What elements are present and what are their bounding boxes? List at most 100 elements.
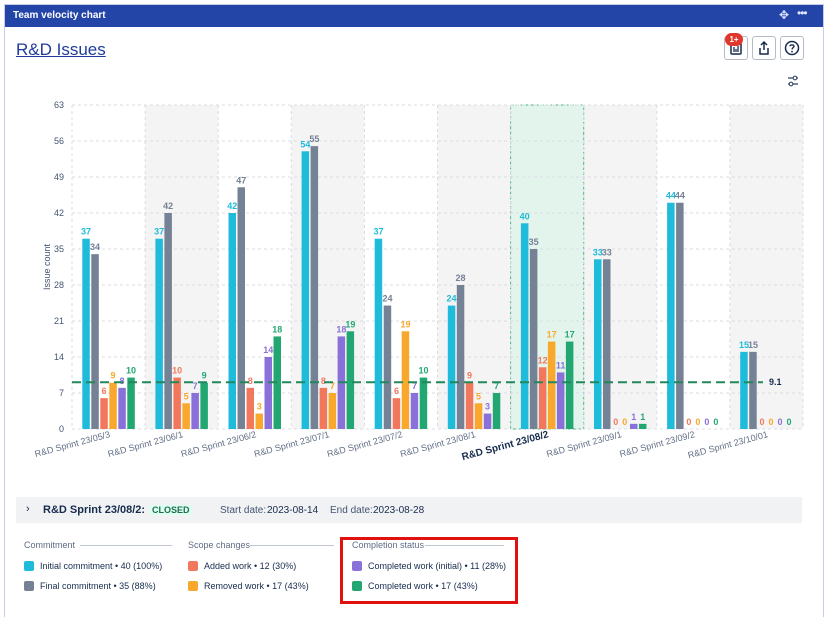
y-tick-label: 42 <box>54 208 64 218</box>
bar-value-label: 37 <box>373 227 383 237</box>
bar <box>91 254 99 429</box>
bar-value-label: 18 <box>336 324 346 334</box>
bar <box>164 213 172 429</box>
bar <box>118 387 126 429</box>
bar-value-label: 24 <box>447 294 457 304</box>
help-icon <box>784 40 800 56</box>
bar <box>547 341 556 429</box>
bar-value-label: 8 <box>248 376 253 386</box>
x-tick-label: R&D Sprint 23/10/01 <box>687 429 769 460</box>
x-tick-label: R&D Sprint 23/06/1 <box>107 429 184 459</box>
bar <box>603 259 611 429</box>
bar-value-label: 8 <box>120 376 125 386</box>
bar <box>191 393 199 429</box>
bar <box>264 357 272 429</box>
bar-value-label: 5 <box>476 391 481 401</box>
bar-value-label: 12 <box>538 355 548 365</box>
bar-value-label: 15 <box>748 340 758 350</box>
bar <box>246 387 254 429</box>
bar <box>401 331 410 429</box>
bar-value-label: 14 <box>263 345 273 355</box>
bar-value-label: 44 <box>675 191 685 201</box>
bar-value-label: 24 <box>382 294 392 304</box>
share-button[interactable] <box>752 36 776 60</box>
legend-heading: Completion status <box>352 540 425 550</box>
bar-value-label: 55 <box>309 134 319 144</box>
bar <box>109 382 117 429</box>
move-icon[interactable]: ✥ <box>779 8 790 22</box>
help-button[interactable] <box>780 36 804 60</box>
bar-value-label: 0 <box>695 417 700 427</box>
bar <box>410 393 419 429</box>
bar-value-label: 15 <box>739 340 749 350</box>
bar <box>676 202 684 429</box>
x-tick-label: R&D Sprint 23/09/1 <box>545 429 622 459</box>
bar-value-label: 1 <box>640 412 645 422</box>
bar-value-label: 11 <box>556 360 566 370</box>
bar <box>383 305 392 429</box>
bar-value-label: 33 <box>593 247 603 257</box>
bar <box>594 259 602 429</box>
bar <box>740 351 748 429</box>
bar <box>182 403 190 429</box>
legend-item-final-commitment[interactable]: Final commitment • 35 (88%) <box>24 580 156 592</box>
start-date-label: Start date: <box>220 505 267 516</box>
bar-value-label: 0 <box>777 417 782 427</box>
legend-scope-changes: Scope changes Added work • 12 (30%) Remo… <box>188 540 334 591</box>
y-tick-label: 35 <box>54 244 64 254</box>
bar <box>538 367 547 429</box>
bar-value-label: 3 <box>485 402 490 412</box>
legend-item-initial-commitment[interactable]: Initial commitment • 40 (100%) <box>24 560 162 572</box>
bar-value-label: 0 <box>686 417 691 427</box>
bar <box>565 341 574 429</box>
bar <box>492 393 501 429</box>
bar-value-label: 9 <box>111 371 116 381</box>
bar-value-label: 0 <box>713 417 718 427</box>
y-tick-label: 28 <box>54 280 64 290</box>
y-tick-label: 21 <box>54 316 64 326</box>
bar <box>667 202 675 429</box>
bar <box>237 187 245 429</box>
more-options-icon[interactable]: ••• <box>797 6 808 20</box>
chart-settings-icon[interactable] <box>786 75 800 87</box>
x-tick-label: R&D Sprint 23/05/3 <box>34 429 111 459</box>
bar-value-label: 17 <box>547 330 557 340</box>
sprint-status-badge: CLOSED <box>150 505 192 515</box>
bar-value-label: 10 <box>126 366 136 376</box>
y-tick-label: 56 <box>54 136 64 146</box>
expand-chevron-icon[interactable]: › <box>26 503 30 515</box>
x-tick-label: R&D Sprint 23/07/2 <box>326 429 403 459</box>
bar-value-label: 5 <box>184 391 189 401</box>
bar <box>301 151 310 430</box>
bar-value-label: 7 <box>494 381 499 391</box>
bar-value-label: 0 <box>759 417 764 427</box>
legend-item-completed-initial[interactable]: Completed work (initial) • 11 (28%) <box>352 560 506 572</box>
bar-value-label: 0 <box>613 417 618 427</box>
bar <box>155 238 163 429</box>
bar <box>529 249 538 429</box>
bar-value-label: 40 <box>520 211 530 221</box>
completion-status-highlight <box>340 537 518 604</box>
legend-item-completed-work[interactable]: Completed work • 17 (43%) <box>352 580 478 592</box>
page-title[interactable]: R&D Issues <box>16 40 106 59</box>
legend-heading: Commitment <box>24 540 76 550</box>
bar <box>419 377 428 429</box>
bar-value-label: 33 <box>602 247 612 257</box>
legend-item-added-work[interactable]: Added work • 12 (30%) <box>188 560 296 572</box>
bar-value-label: 0 <box>622 417 627 427</box>
bar-value-label: 8 <box>321 376 326 386</box>
window-title: Team velocity chart <box>13 10 106 21</box>
sprint-name: R&D Sprint 23/08/2: <box>43 504 146 516</box>
y-axis-label: Issue count <box>42 243 52 290</box>
bar-value-label: 47 <box>236 175 246 185</box>
y-tick-label: 49 <box>54 172 64 182</box>
bar-value-label: 0 <box>704 417 709 427</box>
bar-value-label: 35 <box>529 237 539 247</box>
legend-item-removed-work[interactable]: Removed work • 17 (43%) <box>188 580 309 592</box>
window-titlebar: Team velocity chart ✥ ••• <box>5 5 823 27</box>
bar <box>328 393 337 429</box>
bar <box>273 336 281 429</box>
y-tick-label: 7 <box>59 388 64 398</box>
end-date-label: End date: <box>330 505 373 516</box>
bar-value-label: 19 <box>345 319 355 329</box>
